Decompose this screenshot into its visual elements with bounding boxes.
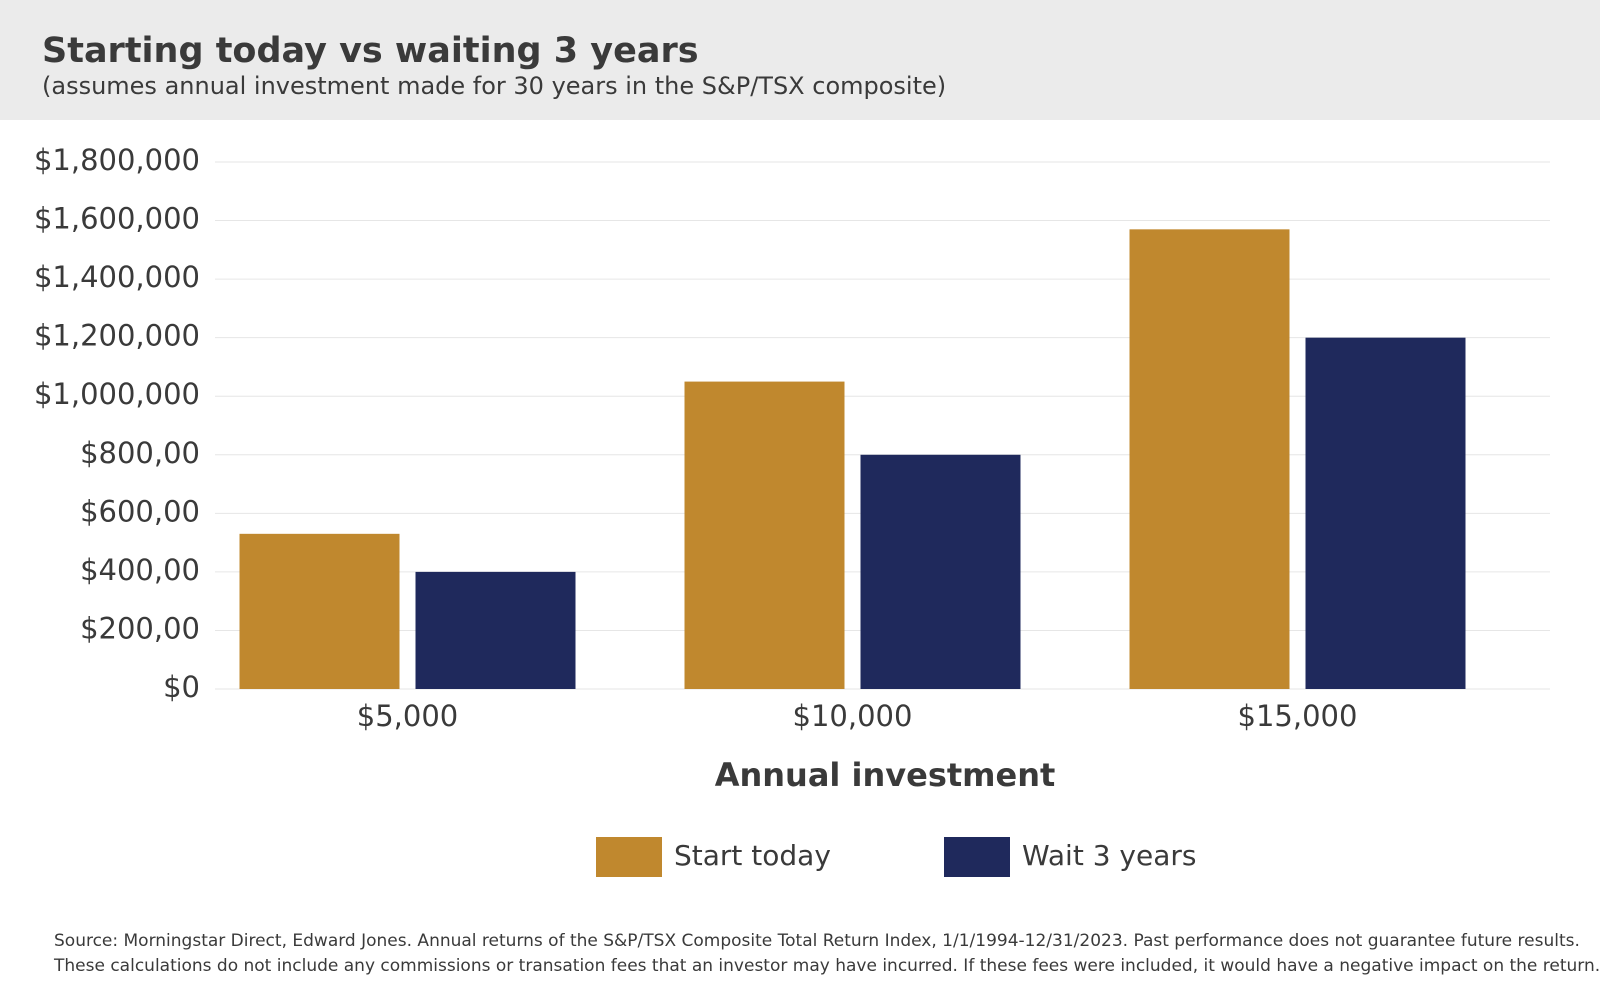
bar bbox=[239, 533, 400, 689]
y-tick-label: $600,00 bbox=[80, 494, 200, 528]
bar bbox=[860, 454, 1021, 689]
y-tick-label: $1,400,000 bbox=[34, 260, 200, 294]
y-tick-label: $200,00 bbox=[80, 611, 200, 645]
y-tick-label: $1,800,000 bbox=[34, 143, 200, 177]
bar bbox=[684, 381, 845, 689]
y-tick-label: $1,200,000 bbox=[34, 319, 200, 353]
legend-swatch bbox=[596, 837, 662, 877]
y-tick-label: $1,000,000 bbox=[34, 377, 200, 411]
y-tick-label: $800,00 bbox=[80, 436, 200, 470]
legend-label: Start today bbox=[674, 839, 831, 872]
legend-label: Wait 3 years bbox=[1022, 839, 1196, 872]
x-axis-label: Annual investment bbox=[715, 756, 1056, 794]
legend-swatch bbox=[944, 837, 1010, 877]
y-tick-label: $0 bbox=[163, 670, 200, 704]
note: Source: Morningstar Direct, Edward Jones… bbox=[54, 931, 1580, 951]
bar bbox=[1305, 337, 1466, 689]
y-tick-label: $400,00 bbox=[80, 553, 200, 587]
x-tick-label: $5,000 bbox=[357, 699, 458, 733]
x-tick-label: $10,000 bbox=[793, 699, 913, 733]
chart-subtitle: (assumes annual investment made for 30 y… bbox=[42, 72, 946, 100]
bar bbox=[415, 571, 576, 689]
bar bbox=[1129, 229, 1290, 690]
note: These calculations do not include any co… bbox=[53, 956, 1600, 976]
x-tick-label: $15,000 bbox=[1238, 699, 1358, 733]
chart-title: Starting today vs waiting 3 years bbox=[42, 31, 699, 71]
header-band bbox=[0, 0, 1600, 120]
y-tick-label: $1,600,000 bbox=[34, 202, 200, 236]
